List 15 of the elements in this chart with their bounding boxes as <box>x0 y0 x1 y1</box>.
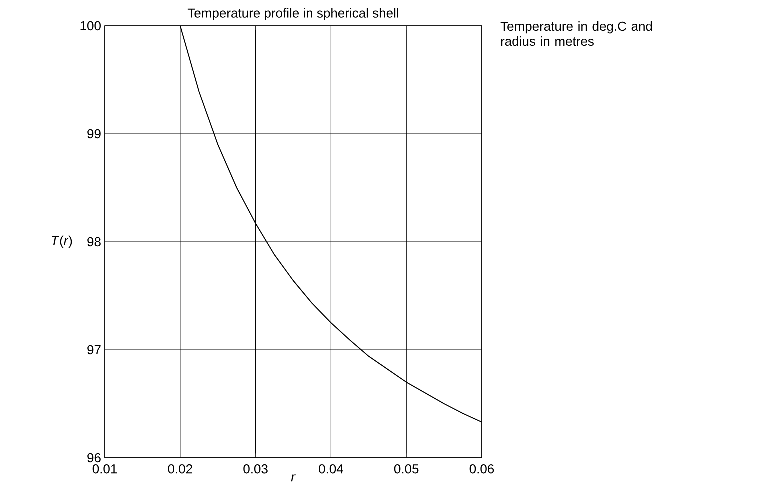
x-tick-label: 0.02 <box>168 464 192 474</box>
text: Temperature in deg.C and radius in metres <box>500 22 652 46</box>
x-tick-label: 0.06 <box>470 464 494 474</box>
x-tick-label: 0.03 <box>244 464 268 474</box>
x-tick-label: 0.05 <box>394 464 419 474</box>
chart-title: Temperature profile in spherical shell <box>188 8 398 20</box>
y-axis-title: T(r) <box>52 236 72 248</box>
y-tick-label: 97 <box>88 345 101 355</box>
x-axis-title: r <box>291 474 296 482</box>
y-tick-label: 98 <box>88 237 101 247</box>
y-tick-label: 96 <box>88 453 101 463</box>
y-tick-label: 99 <box>88 129 101 139</box>
x-tick-label: 0.01 <box>92 464 118 474</box>
y-tick-label: 100 <box>80 21 101 31</box>
x-tick-label: 0.04 <box>319 464 344 474</box>
